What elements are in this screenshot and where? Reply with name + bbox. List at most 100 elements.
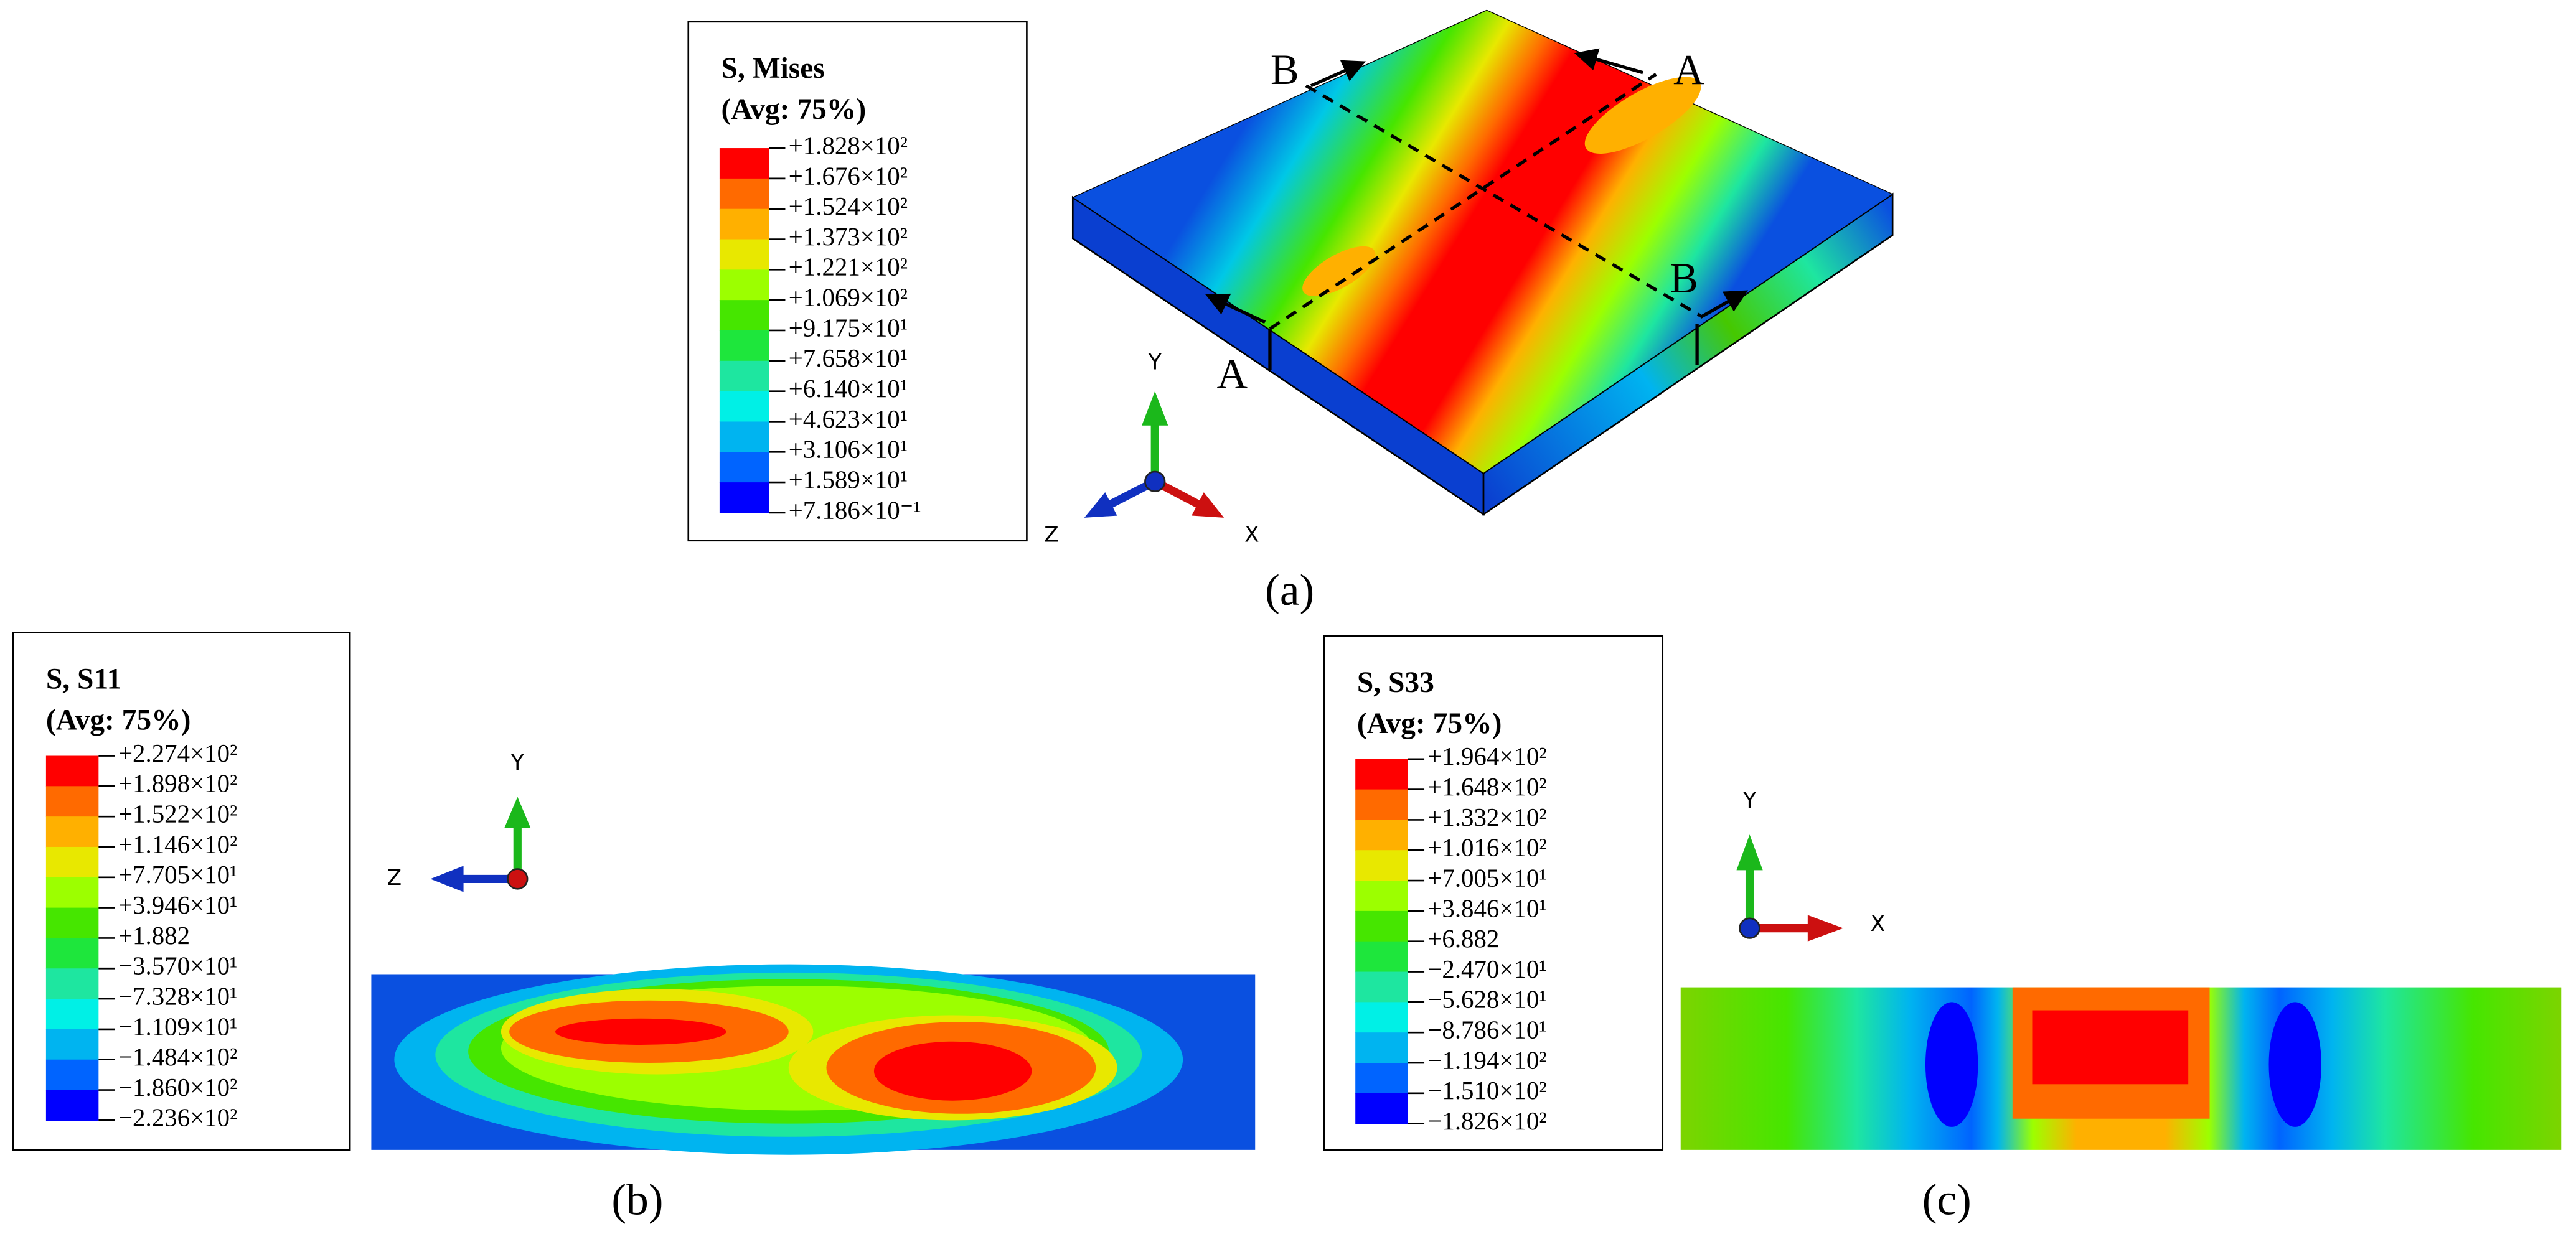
legend-value: −3.570×10¹ bbox=[118, 952, 237, 980]
axis-arrowhead bbox=[1807, 915, 1843, 942]
legend-title: (Avg: 75%) bbox=[1357, 708, 1502, 740]
legend-band bbox=[45, 999, 99, 1030]
legend-value: +1.522×10² bbox=[118, 800, 237, 828]
legend-band bbox=[45, 786, 99, 817]
legend-band bbox=[719, 360, 769, 392]
axis-arrowhead bbox=[1192, 492, 1225, 518]
legend-value: −1.510×10² bbox=[1427, 1077, 1546, 1105]
legend-value: −1.484×10² bbox=[118, 1043, 237, 1071]
legend-band bbox=[1355, 971, 1408, 1003]
axis-label: Z bbox=[387, 866, 402, 890]
axis-arrowhead bbox=[504, 797, 531, 828]
legend-title: (Avg: 75%) bbox=[46, 704, 191, 737]
axis-label: Y bbox=[1148, 350, 1162, 375]
legend-value: −1.109×10¹ bbox=[118, 1012, 237, 1040]
legend-band bbox=[45, 1029, 99, 1060]
contour-s11 bbox=[371, 964, 1256, 1155]
legend-title: S, S11 bbox=[46, 663, 121, 696]
legend-band bbox=[719, 178, 769, 210]
legend-value: +1.332×10² bbox=[1427, 803, 1546, 831]
legend-value: +9.175×10¹ bbox=[789, 314, 908, 342]
legend-band bbox=[1355, 1093, 1408, 1124]
legend-band bbox=[1355, 759, 1408, 790]
legend-band bbox=[1355, 850, 1408, 881]
panel: S, S11 (Avg: 75%)+2.274×10² +1.898×10²+1.5… bbox=[12, 632, 663, 1224]
legend-value: +6.140×10¹ bbox=[789, 375, 908, 403]
axis-label: X bbox=[1244, 522, 1259, 547]
axis-arrowhead bbox=[1736, 834, 1763, 871]
legend-band bbox=[1355, 820, 1408, 851]
legend-title: (Avg: 75%) bbox=[722, 93, 867, 126]
legend-value: +7.705×10¹ bbox=[118, 861, 237, 889]
legend-band bbox=[1355, 1062, 1408, 1094]
axis-label: Z bbox=[1044, 522, 1059, 547]
legend-value: +3.846×10¹ bbox=[1427, 894, 1546, 922]
legend-band bbox=[719, 421, 769, 453]
legend-band bbox=[1355, 941, 1408, 973]
legend-band bbox=[45, 1090, 99, 1121]
section-label: A bbox=[1673, 46, 1704, 93]
panel-label: (c) bbox=[1922, 1176, 1972, 1224]
panel: S, Mises(Avg: 75%)+1.828×10²+1.676×10²+1… bbox=[687, 21, 1704, 615]
legend-value: −7.328×10¹ bbox=[118, 982, 237, 1010]
legend-band bbox=[1355, 789, 1408, 821]
panel-label: (b) bbox=[611, 1176, 663, 1224]
legend-value: −8.786×10¹ bbox=[1427, 1016, 1546, 1044]
axis-arrowhead bbox=[1142, 391, 1168, 426]
legend-value: −1.826×10² bbox=[1427, 1107, 1546, 1135]
legend-value: +1.221×10² bbox=[789, 253, 908, 281]
legend-band bbox=[719, 482, 769, 513]
axis-arrowhead bbox=[1084, 492, 1117, 518]
legend-value: +3.106×10¹ bbox=[789, 436, 908, 464]
legend-band bbox=[719, 208, 769, 240]
section-label: A bbox=[1216, 350, 1248, 397]
legend-band bbox=[45, 755, 99, 787]
axis-origin bbox=[507, 868, 529, 890]
legend-band bbox=[719, 452, 769, 483]
legend-value: +1.898×10² bbox=[118, 770, 237, 798]
legend-band bbox=[45, 968, 99, 999]
legend-value: +1.648×10² bbox=[1427, 773, 1546, 801]
legend-band bbox=[1355, 910, 1408, 942]
legend-value: +1.676×10² bbox=[789, 162, 908, 190]
legend-band bbox=[719, 300, 769, 331]
legend-value: +2.274×10² bbox=[118, 739, 237, 767]
legend-value: +6.882 bbox=[1427, 925, 1499, 953]
contour-s33 bbox=[1680, 987, 2562, 1150]
legend-band bbox=[719, 148, 769, 179]
legend-band bbox=[719, 269, 769, 301]
legend-value: +1.524×10² bbox=[789, 192, 908, 220]
legend-value: +4.623×10¹ bbox=[789, 405, 908, 433]
legend-value: +1.069×10² bbox=[789, 284, 908, 312]
legend-value: +7.658×10¹ bbox=[789, 344, 908, 372]
legend-value: +1.016×10² bbox=[1427, 834, 1546, 862]
axis-label: X bbox=[1871, 912, 1886, 937]
legend-title: S, S33 bbox=[1357, 666, 1434, 699]
legend-value: +1.589×10¹ bbox=[789, 465, 908, 493]
legend-value: +1.146×10² bbox=[118, 830, 237, 858]
plate-3d bbox=[1071, 9, 1894, 517]
legend-value: +1.964×10² bbox=[1427, 742, 1546, 770]
legend-value: −2.470×10¹ bbox=[1427, 955, 1546, 983]
legend-band bbox=[1355, 1002, 1408, 1033]
legend-value: −1.860×10² bbox=[118, 1073, 237, 1101]
legend-value: −2.236×10² bbox=[118, 1104, 237, 1132]
panel: S, S33 (Avg: 75%)+1.964×10² +1.648×10²+1.3… bbox=[1323, 635, 1972, 1224]
legend-band bbox=[45, 1059, 99, 1091]
legend-band bbox=[1355, 1032, 1408, 1063]
axis-origin bbox=[1144, 470, 1166, 492]
legend-band bbox=[1355, 881, 1408, 912]
axis-label: Y bbox=[1742, 788, 1757, 813]
legend-band bbox=[45, 816, 99, 848]
legend-value: +1.882 bbox=[118, 922, 190, 950]
legend-value: −1.194×10² bbox=[1427, 1046, 1546, 1074]
legend-band bbox=[45, 846, 99, 878]
section-label: B bbox=[1271, 46, 1299, 93]
legend-band bbox=[719, 330, 769, 362]
legend-title: S, Mises bbox=[722, 52, 825, 85]
legend-value: +7.186×10⁻¹ bbox=[789, 496, 921, 524]
axis-label: Y bbox=[510, 750, 525, 775]
legend-band bbox=[719, 239, 769, 271]
axis-origin bbox=[1739, 917, 1760, 939]
